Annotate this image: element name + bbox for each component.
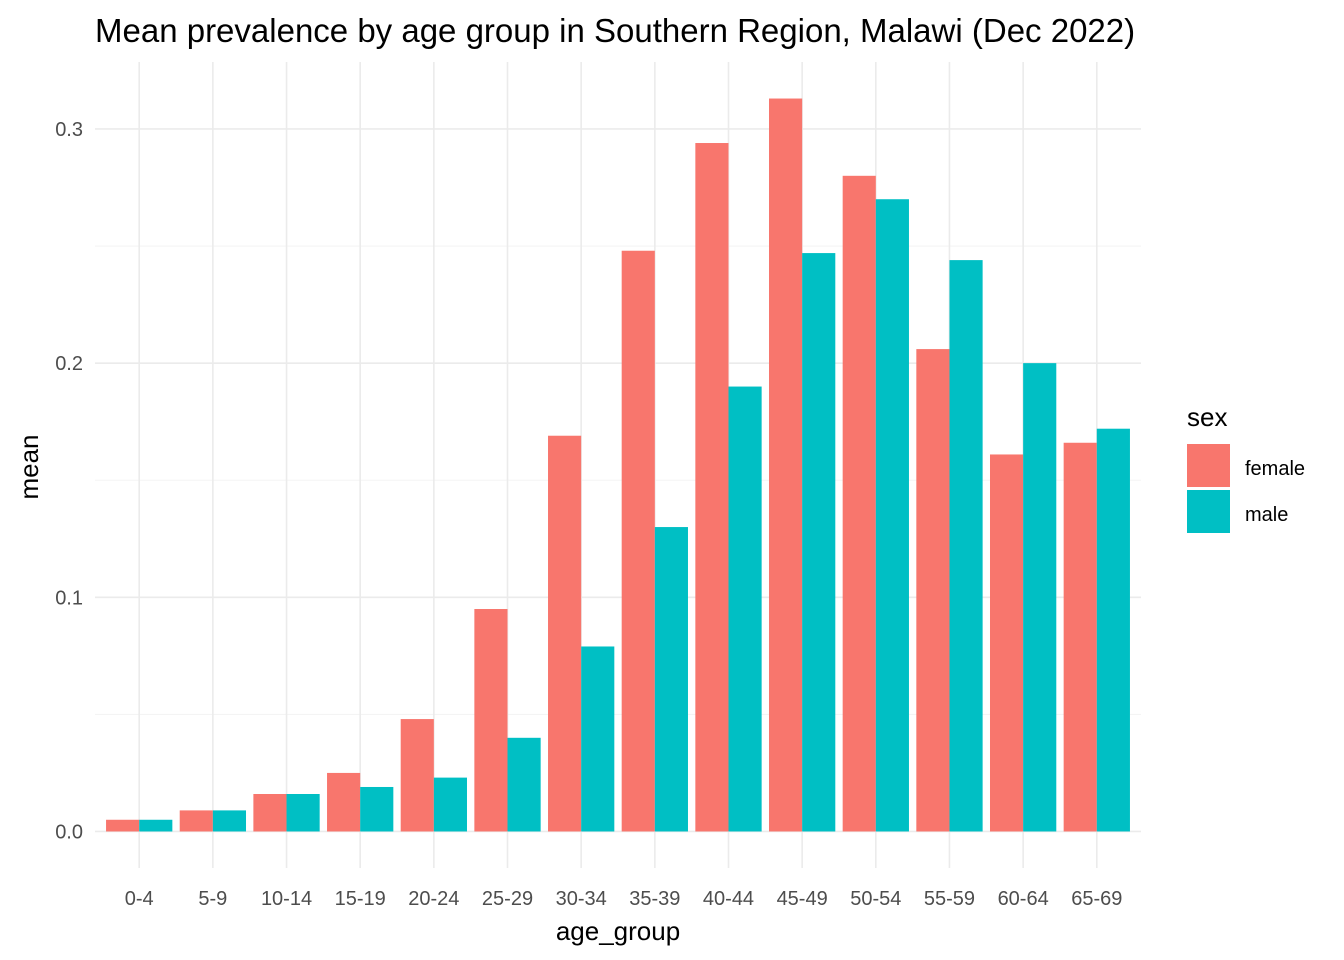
bar-male-20-24 [433,777,467,832]
bar-male-0-4 [139,819,173,832]
y-axis-title: mean [14,434,44,499]
bar-male-15-19 [360,786,394,832]
bar-female-40-44 [695,143,729,832]
bar-male-40-44 [728,386,762,832]
bar-female-15-19 [327,772,361,832]
bar-female-20-24 [400,719,434,832]
bar-male-60-64 [1023,363,1057,832]
bar-female-60-64 [989,454,1024,832]
bar-female-10-14 [253,794,287,832]
bar-male-25-29 [507,737,541,832]
x-tick-label: 45-49 [777,888,828,910]
x-tick-label: 20-24 [408,888,459,910]
bars [106,98,1130,832]
bar-female-35-39 [621,250,655,832]
legend-key-male [1187,490,1230,533]
x-tick-label: 35-39 [629,888,680,910]
x-tick-label: 50-54 [850,888,901,910]
y-tick-label: 0.1 [55,587,83,609]
x-tick-label: 10-14 [261,888,312,910]
bar-male-35-39 [654,527,688,832]
x-tick-label: 65-69 [1071,888,1122,910]
bar-female-50-54 [842,175,876,832]
legend-key-female [1187,444,1230,487]
bar-male-65-69 [1096,428,1130,832]
legend-label-male: male [1245,504,1288,526]
x-axis-ticks: 0-4 5-9 10-14 15-19 20-24 25-29 30-34 35-39 40-4… [125,888,1123,910]
bar-male-10-14 [286,794,320,832]
x-tick-label: 40-44 [703,888,754,910]
legend-title: sex [1187,402,1227,432]
bar-male-45-49 [802,253,836,832]
bar-female-30-34 [548,435,582,832]
bar-female-55-59 [916,349,950,832]
x-axis-title: age_group [556,916,680,946]
bar-female-0-4 [106,819,140,832]
bar-female-25-29 [474,609,508,832]
x-tick-label: 15-19 [335,888,386,910]
legend-label-female: female [1245,458,1305,480]
y-tick-label: 0.0 [55,821,83,843]
grid [95,62,1141,868]
bar-male-55-59 [949,260,983,832]
y-tick-label: 0.2 [55,353,83,375]
x-tick-label: 0-4 [125,888,154,910]
bar-male-5-9 [212,810,247,832]
bar-male-30-34 [581,646,615,832]
bar-female-65-69 [1063,442,1097,832]
chart-title: Mean prevalence by age group in Southern… [95,12,1135,49]
legend: sex female male [1187,402,1305,533]
x-tick-label: 60-64 [998,888,1049,910]
bar-female-5-9 [179,810,213,832]
y-axis-ticks: 0.0 0.1 0.2 0.3 [55,119,83,843]
x-tick-label: 5-9 [198,888,227,910]
x-tick-label: 25-29 [482,888,533,910]
x-tick-label: 55-59 [924,888,975,910]
bar-male-50-54 [875,199,909,832]
x-tick-label: 30-34 [556,888,607,910]
bar-female-45-49 [769,98,803,832]
y-tick-label: 0.3 [55,119,83,141]
